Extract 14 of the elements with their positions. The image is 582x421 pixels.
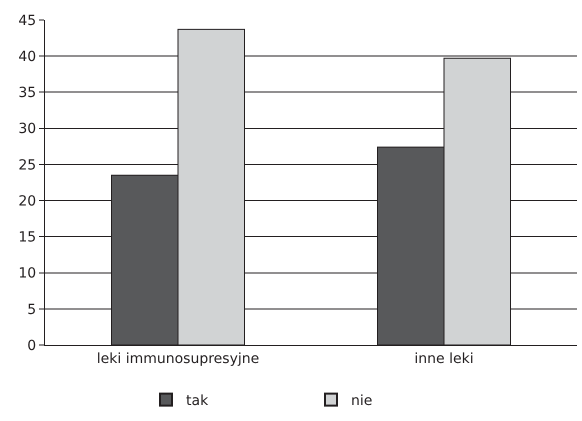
- x-tick-label: leki immunosupresyjne: [96, 350, 260, 367]
- y-tick-label: 10: [18, 266, 36, 282]
- legend-label: tak: [186, 393, 210, 410]
- y-tick-label: 35: [18, 85, 36, 102]
- y-tick-label: 15: [18, 230, 36, 246]
- y-tick-label: 45: [18, 12, 36, 29]
- y-tick-label: 5: [27, 302, 36, 318]
- legend-label: nie: [351, 393, 372, 410]
- y-tick-label: 30: [18, 121, 36, 138]
- x-tick-label: inne leki: [414, 350, 474, 367]
- y-tick-label: 20: [18, 193, 36, 210]
- y-tick-label: 0: [27, 338, 36, 354]
- y-tick-label: 40: [18, 49, 36, 66]
- y-tick-label: 25: [18, 157, 36, 174]
